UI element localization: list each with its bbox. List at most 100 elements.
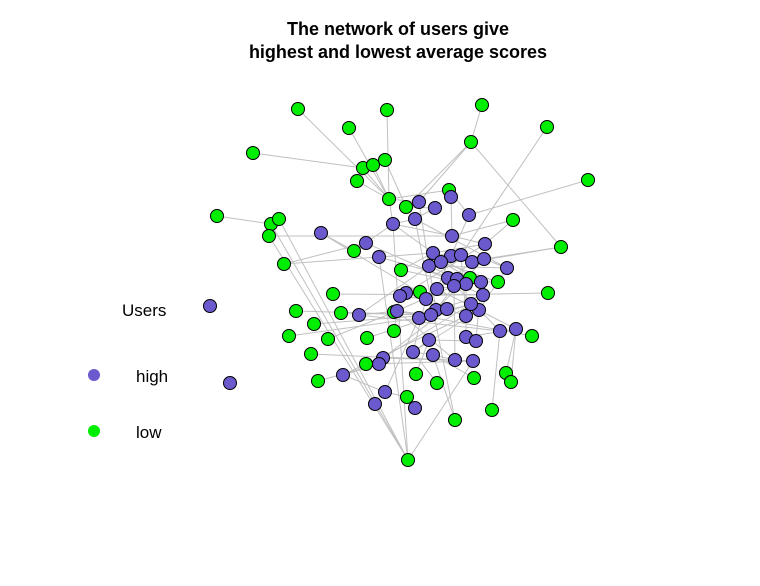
network-node-high xyxy=(469,334,483,348)
network-edge xyxy=(388,189,450,200)
network-edges xyxy=(216,104,589,461)
network-node-high xyxy=(412,195,426,209)
network-edge xyxy=(392,223,453,237)
network-node-high xyxy=(426,348,440,362)
network-node-low xyxy=(467,371,481,385)
network-node-high xyxy=(493,324,507,338)
network-node-low xyxy=(400,390,414,404)
network-node-high xyxy=(448,353,462,367)
network-edge xyxy=(478,267,508,311)
network-node-low xyxy=(506,213,520,227)
network-node-low xyxy=(380,103,394,117)
network-node-high xyxy=(447,279,461,293)
network-node-high xyxy=(408,401,422,415)
plot-title-line-1: The network of users give xyxy=(286,19,510,39)
network-node-low xyxy=(430,376,444,390)
network-node-low xyxy=(525,329,539,343)
network-edge xyxy=(470,141,562,248)
plot-title: The network of users give highest and lo… xyxy=(0,18,760,64)
network-edge xyxy=(505,328,517,374)
network-node-high xyxy=(462,208,476,222)
network-node-high xyxy=(464,297,478,311)
legend-label-high: high xyxy=(136,367,169,386)
network-node-high xyxy=(372,357,386,371)
network-node-high xyxy=(336,368,350,382)
network-edge xyxy=(432,354,456,421)
network-node-low xyxy=(382,192,396,206)
network-node-high xyxy=(419,292,433,306)
network-node-high xyxy=(412,311,426,325)
network-node-low xyxy=(291,102,305,116)
network-edge xyxy=(278,218,409,461)
network-node-high xyxy=(430,282,444,296)
network-edge xyxy=(283,252,434,265)
network-edge xyxy=(297,108,390,200)
network-node-high xyxy=(466,354,480,368)
network-edge xyxy=(327,310,398,340)
network-edge xyxy=(384,159,407,208)
network-node-high xyxy=(465,255,479,269)
network-node-low xyxy=(342,121,356,135)
network-node-low xyxy=(307,317,321,331)
network-node-high xyxy=(223,376,237,390)
network-edge xyxy=(358,265,430,316)
network-node-high xyxy=(424,308,438,322)
network-node-low xyxy=(366,158,380,172)
network-node-high xyxy=(459,277,473,291)
network-node-high xyxy=(454,248,468,262)
network-node-low xyxy=(311,374,325,388)
network-edge xyxy=(268,235,409,461)
network-node-high xyxy=(368,397,382,411)
network-node-high xyxy=(203,299,217,313)
network-node-low xyxy=(210,209,224,223)
network-node-high xyxy=(509,322,523,336)
network-node-low xyxy=(304,347,318,361)
network-node-high xyxy=(428,201,442,215)
network-node-low xyxy=(394,263,408,277)
network-node-low xyxy=(491,275,505,289)
network-node-high xyxy=(390,304,404,318)
network-node-low xyxy=(540,120,554,134)
network-node-high xyxy=(474,275,488,289)
network-edge xyxy=(353,223,394,252)
network-node-high xyxy=(314,226,328,240)
network-node-high xyxy=(500,261,514,275)
legend-dot-low xyxy=(88,425,100,437)
network-edge xyxy=(382,303,472,359)
network-node-high xyxy=(426,246,440,260)
legend-label-low: low xyxy=(136,423,162,442)
network-node-low xyxy=(262,229,276,243)
network-node-low xyxy=(347,244,361,258)
network-node-low xyxy=(554,240,568,254)
network-edge xyxy=(451,219,514,237)
network-node-low xyxy=(475,98,489,112)
network-node-high xyxy=(393,289,407,303)
network-node-low xyxy=(272,212,286,226)
network-node-low xyxy=(282,329,296,343)
network-edge xyxy=(252,152,364,169)
network-node-low xyxy=(360,331,374,345)
network-node-high xyxy=(372,250,386,264)
network-edge xyxy=(453,285,456,361)
network-node-high xyxy=(478,237,492,251)
network-node-low xyxy=(448,413,462,427)
plot-title-line-2: highest and lowest average scores xyxy=(248,42,548,62)
network-edge xyxy=(491,330,501,411)
network-node-high xyxy=(359,236,373,250)
network-node-low xyxy=(289,304,303,318)
network-edge xyxy=(288,317,420,337)
network-edge xyxy=(405,243,486,294)
legend-dot-high xyxy=(88,369,100,381)
network-node-high xyxy=(477,252,491,266)
network-node-high xyxy=(386,217,400,231)
network-node-low xyxy=(401,453,415,467)
network-node-high xyxy=(422,333,436,347)
network-edge xyxy=(460,126,548,256)
network-node-low xyxy=(409,367,423,381)
network-node-low xyxy=(334,306,348,320)
network-node-high xyxy=(440,302,454,316)
network-edge xyxy=(450,214,470,257)
network-edge xyxy=(407,360,474,461)
network-node-low xyxy=(581,173,595,187)
